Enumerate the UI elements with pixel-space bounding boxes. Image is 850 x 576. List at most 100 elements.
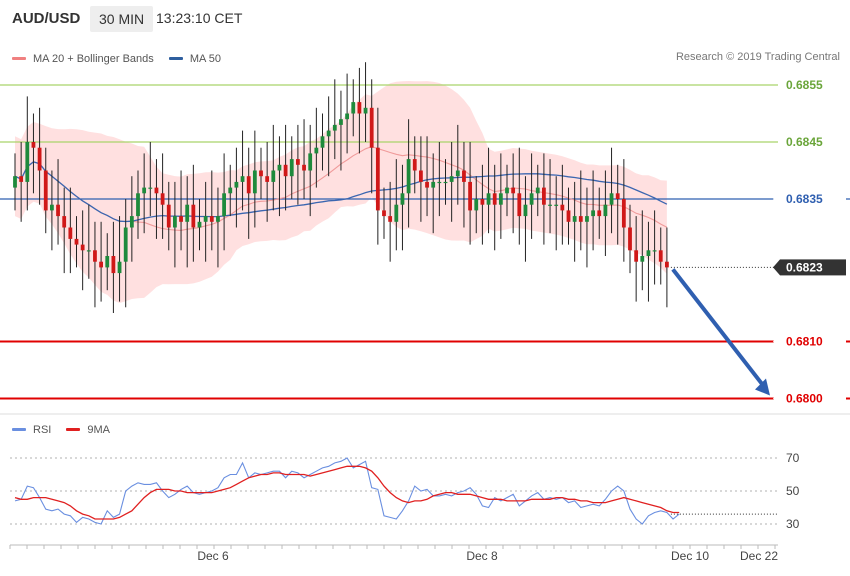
candle	[240, 130, 245, 211]
candle	[339, 90, 343, 171]
candle	[160, 153, 165, 239]
time-tick-label: Dec 8	[466, 549, 498, 563]
legend-item-rsi: RSI	[12, 424, 51, 436]
candle-body	[173, 216, 177, 228]
candle-body	[585, 216, 589, 222]
candle	[105, 233, 110, 291]
candle	[314, 107, 319, 188]
candle	[419, 136, 423, 222]
candle-body	[394, 204, 399, 222]
candle-body	[93, 250, 97, 262]
level-label-arrow-3	[773, 259, 780, 276]
candle-body	[640, 256, 645, 262]
candle	[74, 216, 79, 268]
rsi-line	[14, 457, 680, 525]
candle-body	[283, 164, 288, 177]
candle	[283, 124, 288, 211]
candle	[369, 79, 374, 194]
candle-body	[185, 204, 190, 222]
candle-body	[566, 210, 571, 222]
candle	[222, 153, 226, 251]
candle	[136, 170, 140, 239]
candle-body	[560, 204, 565, 211]
candle-body	[615, 193, 620, 199]
candle-body	[658, 250, 663, 262]
candle	[486, 147, 491, 234]
candle	[382, 187, 386, 239]
candle	[523, 176, 528, 262]
candle	[640, 210, 645, 291]
candle-body	[351, 102, 356, 114]
level-label-1: 0.6845	[786, 135, 823, 149]
candle	[597, 187, 602, 239]
candle	[228, 164, 233, 217]
candle	[265, 142, 270, 222]
candle	[628, 204, 632, 274]
candle-body	[123, 227, 128, 262]
candle-body	[505, 187, 509, 194]
candle	[246, 147, 251, 239]
price-legend: MA 20 + Bollinger Bands MA 50	[12, 51, 233, 65]
candle-body	[326, 130, 331, 137]
candle	[216, 187, 220, 268]
candle-body	[50, 204, 54, 211]
candle	[609, 147, 614, 234]
candle	[320, 113, 325, 171]
candle-body	[62, 216, 67, 228]
candle-body	[86, 250, 91, 252]
candle-body	[437, 181, 442, 184]
candle-body	[517, 193, 522, 217]
candle-body	[406, 159, 411, 194]
candle-body	[314, 147, 319, 154]
level-label-box-5	[780, 390, 846, 407]
candle-body	[25, 142, 30, 182]
legend-item-ma20: MA 20 + Bollinger Bands	[12, 53, 154, 65]
rsi-ma9-line	[14, 465, 680, 520]
candle	[357, 67, 362, 154]
candles	[13, 62, 669, 313]
timeframe-badge[interactable]: 30 MIN	[90, 6, 154, 32]
candle-body	[209, 216, 214, 222]
time-axis: Dec 6 Dec 8 Dec 10 Dec 22	[9, 544, 778, 563]
candle	[462, 142, 466, 228]
candle-body	[591, 210, 595, 217]
candle	[80, 210, 85, 291]
candle-body	[277, 164, 282, 171]
bollinger-band	[15, 81, 667, 303]
candle-body	[203, 216, 208, 222]
legend-label-rsi: RSI	[33, 423, 52, 436]
candle	[437, 142, 442, 217]
rsi-panel: 70 50 30	[10, 451, 800, 531]
candle	[511, 153, 516, 234]
candle-body	[259, 170, 263, 177]
candle	[542, 153, 546, 245]
candle-body	[246, 176, 251, 194]
candle-body	[308, 153, 313, 171]
legend-swatch-ma20	[12, 57, 26, 60]
candle	[566, 187, 571, 245]
timestamp: 13:23:10 CET	[156, 10, 243, 26]
candle-body	[529, 193, 534, 205]
candle	[277, 136, 282, 217]
candle-body	[216, 216, 220, 222]
level-label-arrow-2	[773, 191, 780, 207]
candle-body	[388, 216, 393, 222]
candle	[252, 130, 257, 228]
legend-swatch-ma50	[168, 57, 183, 60]
candle	[129, 176, 134, 262]
candle-body	[228, 187, 233, 194]
candle	[93, 221, 97, 308]
candle-body	[572, 216, 577, 222]
candle-body	[369, 107, 374, 148]
candle	[19, 142, 24, 222]
candle	[578, 170, 583, 251]
candle	[50, 170, 54, 251]
candle	[56, 159, 60, 245]
legend-item-ma50: MA 50	[168, 53, 221, 65]
candle-body	[56, 204, 60, 217]
level-label-3: 0.6823	[786, 260, 823, 274]
candle	[412, 136, 417, 194]
level-label-5: 0.6800	[786, 392, 823, 406]
candle	[173, 181, 177, 268]
